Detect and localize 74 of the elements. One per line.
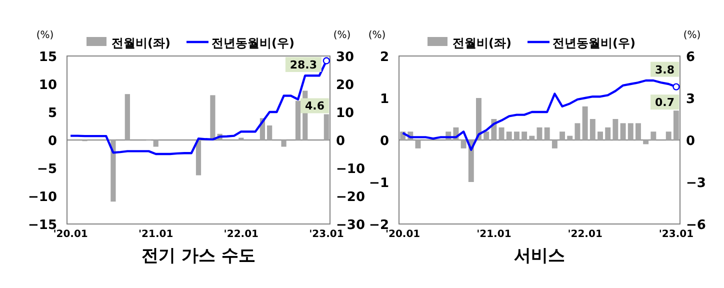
bar (110, 140, 116, 202)
bar (567, 136, 573, 140)
bar (498, 127, 504, 140)
data-label: 0.7 (655, 96, 674, 110)
bar (552, 140, 558, 148)
bar (124, 94, 130, 140)
y2-tick-label: 10 (336, 106, 354, 121)
bar (476, 98, 482, 140)
bar (514, 132, 520, 140)
bar (281, 140, 286, 147)
y2-tick-label: 0 (686, 134, 696, 149)
y-tick-label: 1 (380, 92, 389, 107)
bar (415, 140, 421, 148)
y-tick-label: −1 (369, 176, 389, 191)
bar (635, 123, 641, 140)
bar (460, 140, 466, 148)
y-tick-label: −10 (28, 190, 57, 205)
bar (506, 132, 512, 140)
y2-axis-title: (%) (683, 30, 701, 41)
bar (643, 140, 649, 144)
bar (650, 132, 656, 140)
y2-tick-label: −20 (336, 190, 365, 205)
legend-label: 전년동월비(우) (552, 36, 636, 50)
bar (529, 136, 535, 140)
x-tick-label: '21.01 (138, 229, 174, 240)
y2-axis-title: (%) (333, 30, 351, 41)
y-tick-label: 0 (48, 134, 57, 149)
data-label: 28.3 (290, 58, 318, 72)
legend-label: 전년동월비(우) (212, 36, 294, 50)
bar (582, 106, 588, 140)
data-label: 4.6 (305, 100, 325, 113)
bar (267, 125, 272, 140)
bar (628, 123, 634, 140)
y2-tick-label: 20 (336, 78, 354, 93)
bar (324, 114, 330, 140)
bar (590, 119, 596, 140)
bar (620, 123, 626, 140)
y2-tick-label: 30 (336, 50, 354, 65)
y-axis-title: (%) (368, 30, 386, 41)
bar (522, 132, 528, 140)
bar (574, 123, 580, 140)
data-label: 3.8 (655, 63, 674, 76)
y2-tick-label: −10 (336, 162, 365, 177)
bar (536, 127, 542, 140)
bar (612, 119, 618, 140)
y-tick-label: 15 (38, 50, 57, 65)
y-tick-label: 10 (38, 78, 57, 93)
bar (196, 140, 202, 176)
bar (560, 132, 566, 140)
bar (153, 140, 158, 147)
bar (295, 100, 301, 140)
bar (598, 132, 603, 140)
legend-label: 전월비(좌) (452, 36, 512, 50)
bar (544, 127, 550, 140)
y2-tick-label: −3 (686, 176, 706, 191)
x-axis-title: 전기 가스 수도 (142, 246, 256, 266)
bar (210, 95, 216, 140)
y-tick-label: 2 (380, 50, 389, 65)
y-tick-label: 0 (380, 134, 389, 149)
x-tick-label: '22.01 (568, 229, 602, 240)
y2-tick-label: 6 (686, 50, 696, 65)
x-tick-label: '21.01 (476, 229, 512, 240)
bar (484, 132, 490, 140)
y2-tick-label: 0 (336, 134, 346, 149)
bar (666, 132, 672, 140)
x-axis-title: 서비스 (514, 246, 565, 266)
y-axis-title: (%) (36, 30, 54, 41)
bar (673, 110, 679, 140)
y-tick-label: −5 (37, 162, 57, 177)
y2-tick-label: 3 (686, 92, 696, 107)
bar (605, 127, 611, 140)
y-tick-label: 5 (48, 106, 57, 121)
x-tick-label: '22.01 (224, 229, 259, 240)
legend-label: 전월비(좌) (112, 36, 170, 50)
